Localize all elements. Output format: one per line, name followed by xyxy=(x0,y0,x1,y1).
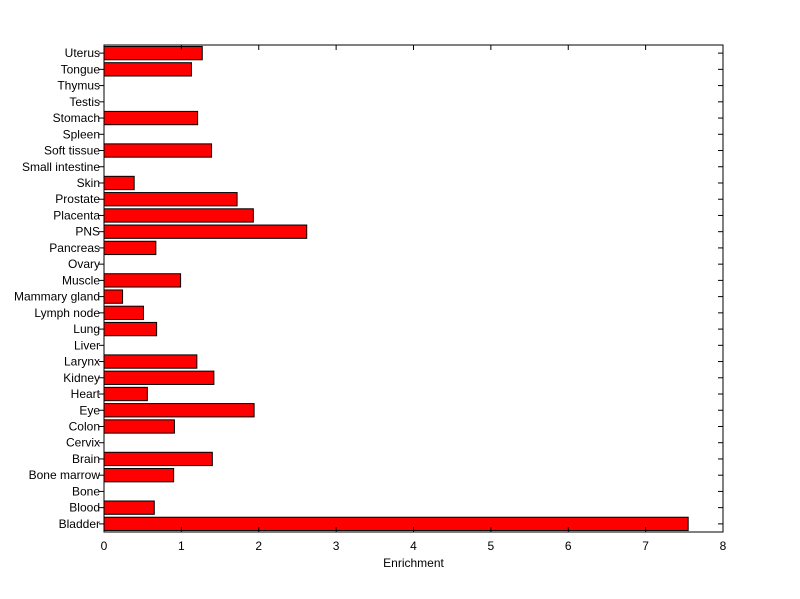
x-tick-label-8: 8 xyxy=(720,539,727,553)
x-tick-label-2: 2 xyxy=(255,539,262,553)
bar-placenta xyxy=(103,208,254,223)
category-label-mammary-gland: Mammary gland xyxy=(14,290,100,304)
category-label-pancreas: Pancreas xyxy=(49,241,100,255)
x-tick-label-0: 0 xyxy=(101,539,108,553)
category-label-heart: Heart xyxy=(71,387,101,401)
category-label-colon: Colon xyxy=(69,419,100,433)
category-label-spleen: Spleen xyxy=(63,127,100,141)
category-label-ovary: Ovary xyxy=(68,257,100,271)
x-tick-labels: 0 1 2 3 4 5 6 7 8 xyxy=(101,539,727,553)
category-labels: Bladder Blood Bone Bone marrow Brain Cervix Co… xyxy=(14,46,101,531)
category-label-blood: Blood xyxy=(69,501,100,515)
category-label-testis: Testis xyxy=(69,95,100,109)
bar-pancreas xyxy=(103,240,157,256)
category-label-kidney: Kidney xyxy=(63,371,100,385)
bar-blood xyxy=(103,500,155,515)
category-label-stomach: Stomach xyxy=(53,111,100,125)
category-label-liver: Liver xyxy=(74,338,100,352)
bars-group xyxy=(103,45,689,532)
category-label-thymus: Thymus xyxy=(57,79,100,93)
category-label-uterus: Uterus xyxy=(65,46,100,60)
category-label-bone: Bone xyxy=(72,484,100,498)
x-axis-label: Enrichment xyxy=(383,556,444,570)
bar-soft-tissue xyxy=(103,143,213,158)
plot-area-frame xyxy=(103,44,724,533)
category-label-prostate: Prostate xyxy=(55,192,100,206)
bar-heart xyxy=(103,386,148,402)
category-label-lymph-node: Lymph node xyxy=(34,306,100,320)
category-label-muscle: Muscle xyxy=(62,273,100,287)
category-label-eye: Eye xyxy=(79,403,100,417)
category-label-small-intestine: Small intestine xyxy=(22,160,100,174)
bar-mammary-gland xyxy=(103,289,124,304)
bar-muscle xyxy=(103,273,182,288)
category-label-lung: Lung xyxy=(73,322,100,336)
category-label-tongue: Tongue xyxy=(61,62,101,76)
bar-bone-marrow xyxy=(103,468,175,483)
x-tick-label-5: 5 xyxy=(488,539,495,553)
bar-skin xyxy=(103,175,135,191)
bar-uterus xyxy=(103,45,203,61)
bar-colon xyxy=(103,419,175,434)
category-label-soft-tissue: Soft tissue xyxy=(44,144,100,158)
category-label-pns: PNS xyxy=(75,225,100,239)
category-label-placenta: Placenta xyxy=(53,208,100,222)
category-label-skin: Skin xyxy=(77,176,100,190)
category-label-brain: Brain xyxy=(72,452,100,466)
category-label-bladder: Bladder xyxy=(59,517,100,531)
bar-lung xyxy=(103,321,158,337)
category-label-bone-marrow: Bone marrow xyxy=(29,468,101,482)
category-label-cervix: Cervix xyxy=(66,436,100,450)
bar-stomach xyxy=(103,110,199,126)
x-tick-label-3: 3 xyxy=(333,539,340,553)
bar-tongue xyxy=(103,62,192,77)
x-tick-label-1: 1 xyxy=(178,539,185,553)
bar-larynx xyxy=(103,354,198,369)
x-tick-label-4: 4 xyxy=(410,539,417,553)
bar-pns xyxy=(103,224,308,239)
x-tick-label-6: 6 xyxy=(565,539,572,553)
bar-eye xyxy=(103,403,255,418)
x-tick-label-7: 7 xyxy=(642,539,649,553)
category-label-larynx: Larynx xyxy=(64,355,100,369)
bar-prostate xyxy=(103,192,238,207)
bar-lymph-node xyxy=(103,305,144,321)
bar-bladder xyxy=(103,516,689,532)
bar-brain xyxy=(103,451,213,467)
bar-kidney xyxy=(103,370,215,385)
